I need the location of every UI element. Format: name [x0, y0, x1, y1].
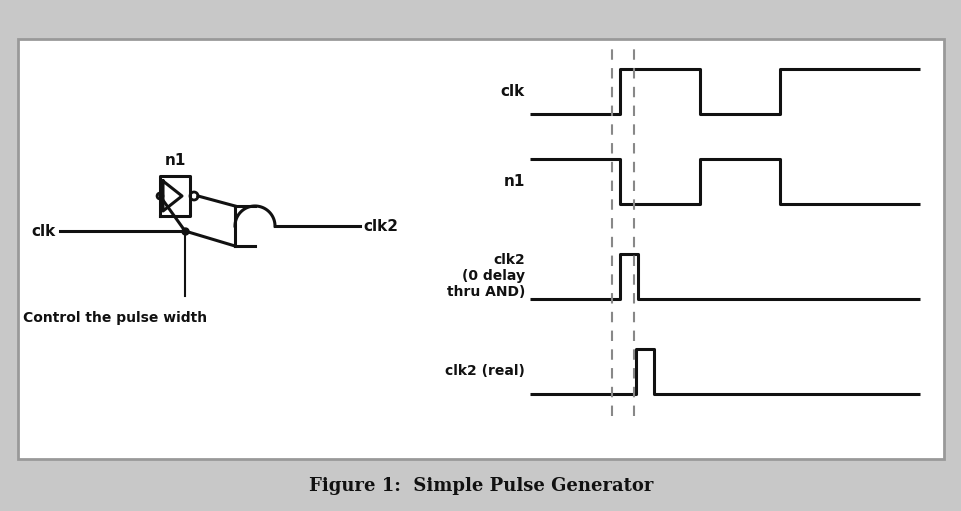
Text: clk2
(0 delay
thru AND): clk2 (0 delay thru AND) — [446, 253, 525, 299]
Text: n1: n1 — [164, 153, 185, 168]
FancyBboxPatch shape — [18, 39, 943, 459]
Text: clk2 (real): clk2 (real) — [445, 364, 525, 378]
Text: clk: clk — [501, 83, 525, 99]
Text: Control the pulse width: Control the pulse width — [23, 311, 207, 325]
Text: n1: n1 — [504, 174, 525, 189]
Text: clk: clk — [32, 223, 56, 239]
Text: Figure 1:  Simple Pulse Generator: Figure 1: Simple Pulse Generator — [308, 477, 653, 495]
Text: clk2: clk2 — [362, 219, 398, 234]
